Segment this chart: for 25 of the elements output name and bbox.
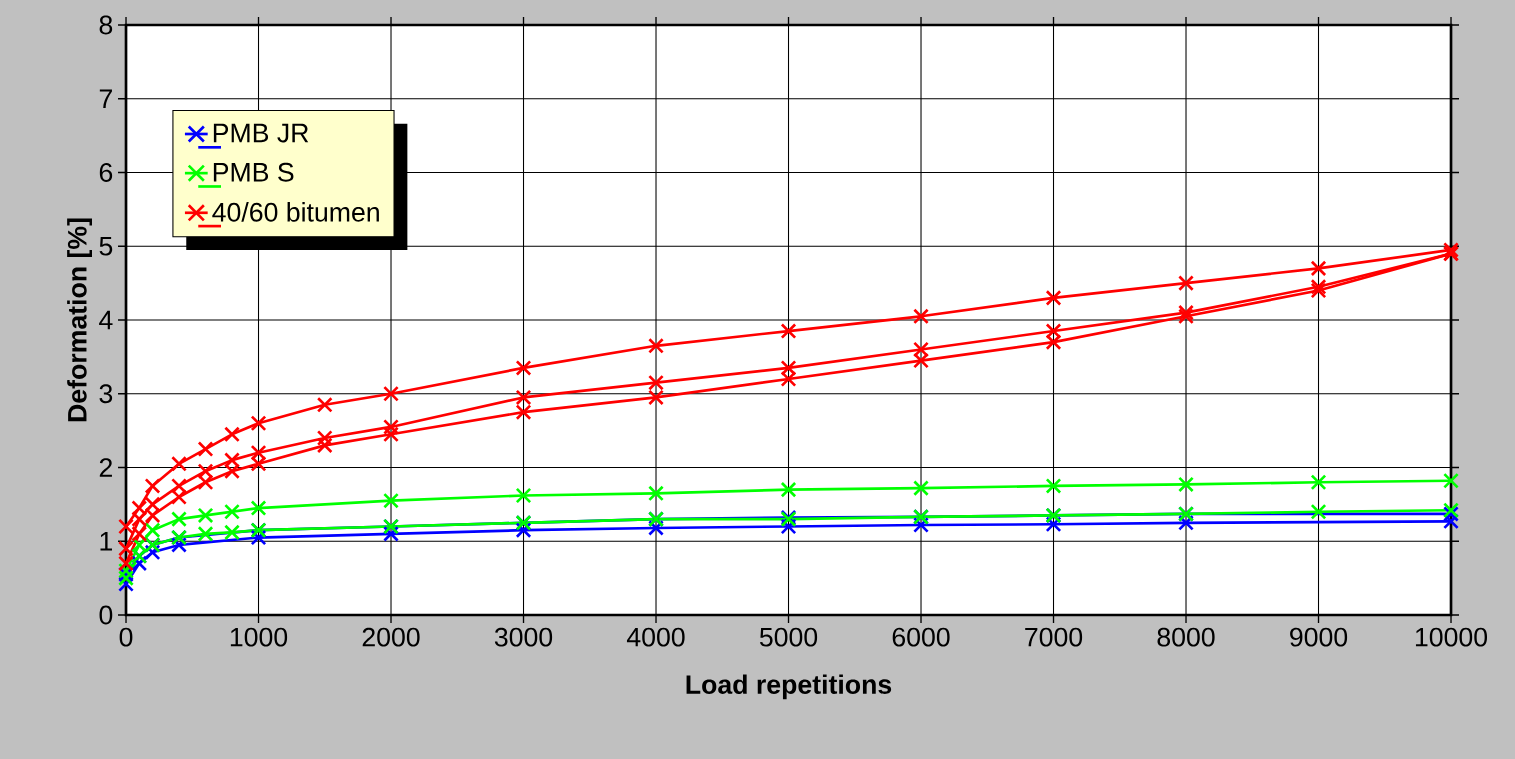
legend-label: PMB JR	[213, 123, 309, 143]
y-tick-label: 3	[99, 384, 113, 404]
x-tick-label: 6000	[892, 627, 950, 647]
y-tick-label: 5	[99, 236, 113, 256]
y-tick-label: 0	[99, 605, 113, 625]
x-axis-title: Load repetitions	[686, 674, 892, 700]
y-axis-title: Deformation [%]	[67, 218, 92, 422]
legend-label: 40/60 bitumen	[212, 202, 379, 222]
x-tick-label: 10000	[1415, 627, 1488, 647]
x-tick-label: 7000	[1025, 627, 1083, 647]
y-tick-label: 4	[99, 310, 113, 330]
x-tick-label: 2000	[362, 627, 420, 647]
y-tick-label: 1	[100, 532, 112, 551]
y-tick-label: 8	[99, 15, 113, 35]
y-tick-label: 6	[99, 163, 113, 182]
x-tick-label: 0	[119, 627, 133, 647]
legend-label: PMB S	[213, 162, 294, 182]
y-tick-label: 2	[99, 458, 112, 477]
x-tick-label: 5000	[759, 627, 818, 647]
x-tick-label: 1000	[230, 627, 288, 647]
x-tick-label: 8000	[1157, 627, 1215, 647]
x-tick-label: 3000	[494, 627, 553, 647]
x-tick-label: 4000	[626, 627, 685, 647]
x-tick-label: 9000	[1290, 627, 1348, 647]
y-tick-label: 7	[99, 89, 112, 108]
